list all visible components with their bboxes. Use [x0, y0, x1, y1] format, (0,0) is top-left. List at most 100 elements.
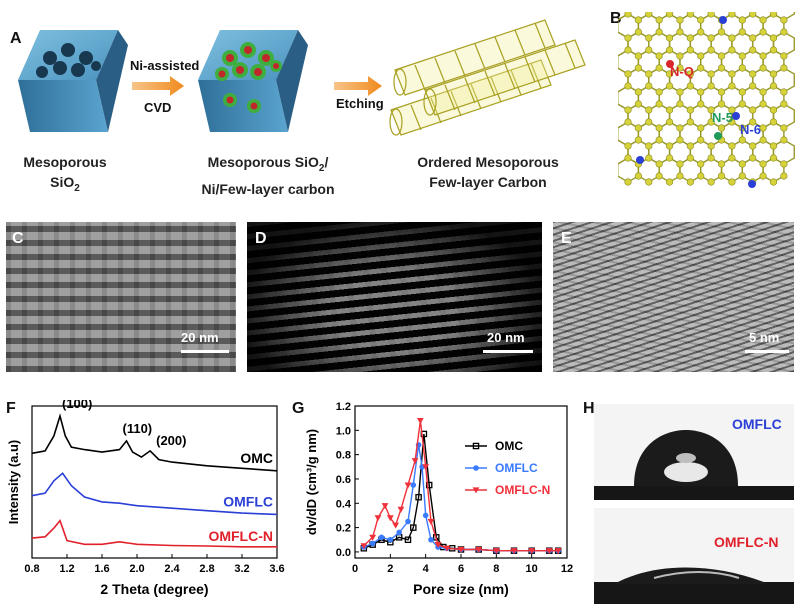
process-arrow-2 [334, 76, 382, 96]
data-point [422, 512, 429, 519]
nitrogen-doped-graphene-model [618, 12, 795, 188]
water-film-bottom [594, 567, 794, 604]
data-point [492, 548, 500, 555]
x-tick-label: 8 [493, 563, 499, 575]
x-tick-label: 6 [458, 563, 464, 575]
x-tick-label: 2 [387, 563, 393, 575]
n-6-atom [732, 112, 740, 120]
y-tick-label: 0.6 [336, 474, 351, 486]
data-point [457, 546, 465, 553]
x-tick-label: 3.6 [269, 563, 284, 575]
y-tick-label: 0.2 [336, 523, 351, 535]
y-tick-label: 0.4 [336, 498, 352, 510]
x-axis-label: 2 Theta (degree) [100, 581, 208, 597]
scale-bar-d [483, 350, 533, 353]
scale-text-e: 5 nm [749, 330, 780, 345]
panel-label-b: B [610, 10, 622, 27]
plot-frame [31, 405, 278, 559]
data-point [405, 518, 411, 525]
caption-mesoporous-silica: Mesoporous SiO2 [23, 154, 107, 194]
data-point [369, 534, 377, 541]
water-droplet-top [594, 430, 794, 500]
x-tick-label: 0.8 [24, 563, 39, 575]
series-label-omflc-n: OMFLC-N [208, 528, 273, 544]
xrd-chart: 0.8 1.2 1.6 2.0 2.4 2.8 3.2 3.6 2 Theta (degree)… [6, 400, 285, 597]
data-point [404, 482, 412, 489]
legend-label: OMFLC-N [495, 483, 550, 497]
caption-silica-ni-carbon: Mesoporous SiO2/ Ni/Few-layer carbon [201, 154, 335, 197]
contact-label-omflc: OMFLC [732, 416, 782, 432]
carbon-nanotube-model [389, 19, 586, 136]
plot-frame [354, 405, 568, 559]
panel-label-f: F [6, 400, 16, 417]
x-axis-label: Pore size (nm) [413, 581, 509, 597]
n-6-atom-bottom [748, 180, 756, 188]
n-5-atom [714, 132, 722, 140]
data-point [443, 545, 451, 552]
x-tick-label: 1.6 [94, 563, 109, 575]
x-tick-label: 10 [526, 563, 538, 575]
n-6-atom-top [719, 16, 727, 24]
data-point [387, 536, 394, 543]
contact-label-omflc-n: OMFLC-N [714, 534, 779, 550]
scale-text-d: 20 nm [487, 330, 525, 345]
y-tick-label: 0.0 [336, 547, 351, 559]
data-point [392, 522, 400, 529]
data-point [410, 524, 417, 531]
pore-size-chart: 0 2 4 6 8 10 12 0.0 0.2 0.4 0.6 0.8 1.0 1.2 Pore size … [304, 401, 573, 597]
data-point [374, 515, 382, 522]
y-axis-label: Intensity (a.u) [6, 440, 21, 525]
data-point [411, 458, 419, 465]
schematic-svg [18, 19, 586, 136]
x-tick-label: 4 [423, 563, 430, 575]
data-point [415, 493, 422, 501]
data-point [378, 534, 385, 541]
y-tick-label: 0.8 [336, 450, 351, 462]
data-point [425, 481, 433, 489]
panel-label-a: A [10, 30, 22, 47]
label-n-q: N-Q [670, 64, 694, 79]
panel-label-d: D [255, 230, 267, 247]
data-point [475, 546, 483, 553]
caption-ordered-carbon: Ordered Mesoporous Few-layer Carbon [417, 154, 559, 190]
data-point [404, 536, 412, 544]
data-point [360, 543, 368, 550]
legend-label: OMFLC [495, 461, 538, 475]
panel-label-g: G [292, 400, 305, 417]
series-line-omflc [31, 472, 278, 516]
panel-label-c: C [12, 230, 24, 247]
data-point [386, 515, 394, 522]
legend-marker [472, 442, 480, 450]
peak-label: (100) [62, 400, 92, 411]
step2-label: Etching [336, 96, 384, 111]
scale-bar-c [181, 350, 229, 353]
data-point [416, 417, 424, 424]
data-point [510, 548, 518, 555]
y-axis-label: dv/dD (cm³/g nm) [304, 429, 319, 535]
hrtem-image-e: E 5 nm [553, 222, 794, 372]
scale-text-c: 20 nm [181, 330, 219, 345]
peak-label: (110) [123, 421, 153, 436]
x-tick-label: 2.4 [164, 563, 180, 575]
x-tick-label: 2.8 [199, 563, 214, 575]
step1-label-bottom: CVD [144, 100, 172, 115]
x-tick-label: 3.2 [234, 563, 249, 575]
stem-image-d: D 20 nm [247, 222, 542, 372]
data-point [422, 464, 430, 471]
data-point [369, 540, 376, 547]
x-tick-label: 1.2 [59, 563, 74, 575]
n-q-atom [666, 60, 674, 68]
data-point [427, 518, 435, 525]
panel-label-h: H [583, 400, 595, 417]
step1-label-top: Ni-assisted [130, 58, 200, 73]
label-n-5: N-5 [712, 110, 733, 125]
data-point [397, 506, 405, 513]
data-point [410, 482, 417, 488]
data-point [554, 548, 562, 555]
mesoporous-silica-model [18, 30, 128, 132]
series-label-omc: OMC [240, 450, 273, 466]
data-point [528, 548, 536, 555]
data-point [434, 542, 442, 549]
legend-marker [472, 487, 480, 494]
tem-image-c: C 20 nm [6, 222, 236, 372]
